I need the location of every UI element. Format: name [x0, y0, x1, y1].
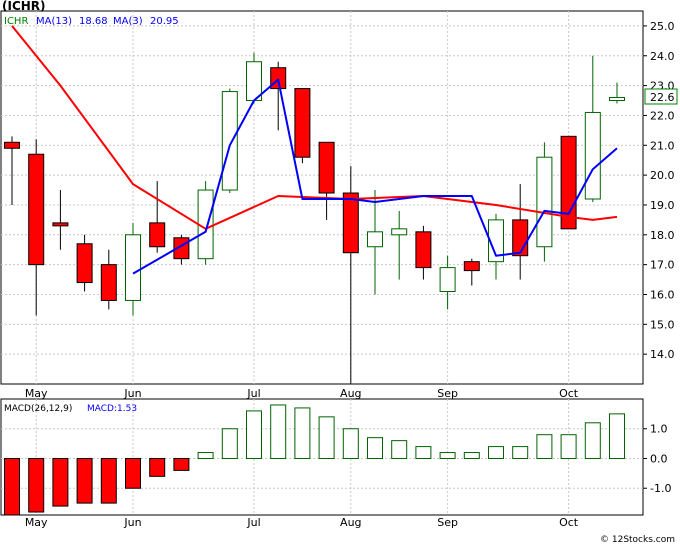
last-price-badge-value: 22.6 [650, 91, 675, 104]
macd-bar [439, 452, 456, 459]
macd-bar [367, 437, 383, 459]
candle-body [221, 91, 238, 191]
macd-bar [125, 457, 141, 489]
macd-bar [4, 457, 20, 516]
price-ytick-label: 16.0 [650, 288, 675, 301]
macd-bar [270, 404, 287, 459]
macd-bar [318, 416, 335, 459]
macd-bar [536, 434, 553, 459]
macd-x-label: May [25, 516, 48, 529]
candle-body [294, 88, 311, 158]
candle-body [52, 222, 69, 227]
legend: ICHR MA(13) 18.68 MA(3) 20.95 [4, 16, 179, 27]
legend-ma13-label: MA(13) [36, 16, 72, 27]
candle-body [4, 141, 20, 149]
candle-body [318, 141, 335, 194]
candle-body [76, 243, 93, 284]
price-ytick-label: 14.0 [650, 348, 675, 361]
last-price-badge: 22.6 [644, 88, 678, 105]
macd-bar [512, 446, 529, 459]
macd-x-label: Oct [559, 516, 579, 529]
candle-body [197, 189, 214, 260]
price-x-label: Jun [123, 387, 141, 400]
candle-body [100, 264, 117, 301]
price-x-label: Sep [437, 387, 458, 400]
candle-body [512, 219, 529, 257]
candle-body [367, 231, 383, 248]
macd-bar [76, 457, 93, 504]
macd-y-axis: 1.0 0.0 -1.0 [643, 423, 671, 495]
price-x-label: Oct [559, 387, 579, 400]
macd-x-label: Sep [437, 516, 458, 529]
macd-ytick-label: 1.0 [650, 423, 668, 436]
macd-bar [415, 446, 432, 459]
macd-bar [52, 457, 69, 507]
macd-bar [173, 457, 190, 471]
macd-bars [4, 404, 625, 516]
candle-body [439, 267, 456, 292]
price-ytick-label: 15.0 [650, 318, 675, 331]
candle-body [28, 153, 45, 266]
price-ytick-label: 18.0 [650, 229, 675, 242]
macd-x-label: Jun [123, 516, 141, 529]
moving-average-lines [11, 25, 618, 275]
macd-bar [246, 410, 262, 459]
macd-title: MACD(26,12,9) [4, 404, 72, 414]
macd-bar [149, 457, 166, 477]
candle-body [488, 219, 504, 263]
price-ytick-label: 21.0 [650, 139, 675, 152]
macd-bar [463, 452, 480, 459]
macd-bar [391, 440, 408, 459]
price-ytick-label: 24.0 [650, 50, 675, 63]
price-ytick-label: 25.0 [650, 20, 675, 33]
candle-body [463, 261, 480, 272]
macd-bar [100, 457, 117, 504]
price-y-axis: 25.024.023.022.021.020.019.018.017.016.0… [643, 20, 675, 361]
macd-bar [221, 428, 238, 459]
candle-body [609, 97, 625, 102]
macd-bar [197, 452, 214, 459]
candle-body [149, 222, 166, 248]
macd-bar [28, 457, 45, 513]
macd-ytick-label: -1.0 [650, 482, 671, 495]
macd-bar [488, 446, 504, 459]
candle-body [391, 228, 408, 236]
macd-bar [560, 434, 577, 459]
watermark: © 12Stocks.com [600, 535, 675, 545]
macd-bar [609, 413, 625, 459]
legend-ma3-value: 20.95 [150, 16, 179, 27]
macd-bar [294, 407, 311, 459]
candle-body [560, 135, 577, 230]
candle-body [584, 111, 601, 200]
macd-value: MACD:1.53 [87, 404, 137, 414]
price-x-label: May [25, 387, 48, 400]
price-ytick-label: 22.0 [650, 109, 675, 122]
last-price-badge-box [644, 88, 678, 105]
candle-body [342, 192, 359, 254]
legend-ma3-label: MA(3) [113, 16, 143, 27]
price-ytick-label: 17.0 [650, 259, 675, 272]
x-axis-labels: May May Jun Jun Jul Jul Aug Aug Sep Sep Oct Oct [25, 387, 579, 529]
macd-x-label: Jul [246, 516, 260, 529]
macd-bar [584, 422, 601, 459]
price-x-label: Jul [246, 387, 260, 400]
legend-ticker: ICHR [4, 16, 28, 27]
candle-body [415, 231, 432, 269]
candle-body [536, 156, 553, 248]
candle-body [125, 234, 141, 301]
macd-bar [342, 428, 359, 459]
price-ytick-label: 20.0 [650, 169, 675, 182]
chart-title: (ICHR) [2, 0, 46, 13]
macd-x-label: Aug [340, 516, 361, 529]
macd-ytick-label: 0.0 [650, 452, 668, 465]
price-ytick-label: 19.0 [650, 199, 675, 212]
legend-ma13-value: 18.68 [79, 16, 108, 27]
price-x-label: Aug [340, 387, 361, 400]
ma-line-blue [132, 78, 618, 275]
